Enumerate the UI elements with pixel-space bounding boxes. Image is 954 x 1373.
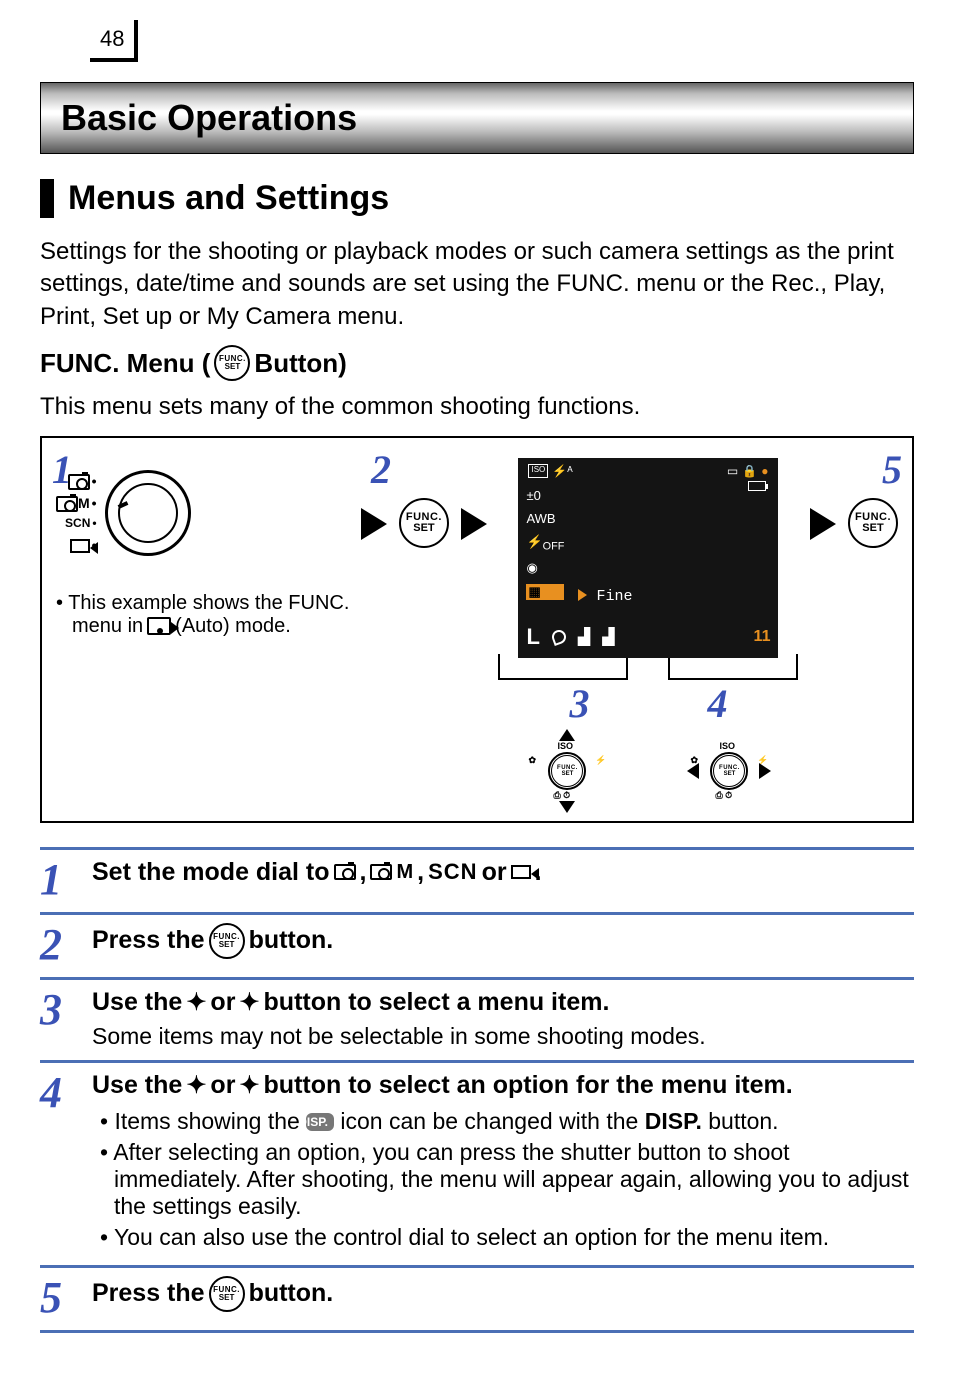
step-4-bullet-2: After selecting an option, you can press… — [100, 1139, 914, 1220]
section-title: Menus and Settings — [40, 179, 914, 218]
diagram-num-5: 5 — [882, 446, 902, 493]
lcd-wb: AWB — [526, 511, 564, 526]
diagram-num-2: 2 — [371, 446, 391, 493]
down-arrow-icon: ✦ — [239, 988, 259, 1017]
step-2: 2 Press the FUNC.SET button. — [40, 912, 914, 977]
lcd-flash: ⚡OFF — [526, 534, 564, 553]
lcd-camera-icon: ● — [761, 464, 768, 478]
diagram: 1 M SCN • This example shows the FUNC. m… — [40, 436, 914, 823]
right-arrow-icon: ✦ — [239, 1071, 259, 1100]
lcd-selector-icon — [578, 589, 587, 601]
left-arrow-icon: ✦ — [186, 1071, 206, 1100]
diagram-note: • This example shows the FUNC. menu in (… — [56, 592, 349, 638]
lcd-flash-icon: ⚡ᴬ — [552, 464, 572, 478]
step-1: 1 Set the mode dial to , M , SCN or . — [40, 847, 914, 912]
nav-pad-horizontal: ISO ✿ FUNC.SET ⚡ ⎙ ⏱ — [693, 735, 765, 807]
func-set-icon: FUNC.SET — [848, 498, 898, 548]
movie-icon — [511, 865, 531, 879]
lcd-orientation-icon: ▭ — [727, 464, 738, 478]
arrow-icon — [810, 508, 836, 540]
lcd-size: L — [526, 624, 539, 650]
mode-dial-icon — [105, 470, 191, 556]
step-4: 4 Use the ✦ or ✦ button to select an opt… — [40, 1060, 914, 1265]
step-number: 4 — [40, 1071, 84, 1255]
sub-suffix: Button) — [254, 348, 346, 379]
diagram-num-3: 3 — [569, 680, 589, 727]
main-title: Basic Operations — [40, 82, 914, 154]
func-set-icon: FUNC.SET — [209, 923, 245, 959]
diagram-num-4: 4 — [707, 680, 727, 727]
step-number: 1 — [40, 858, 84, 902]
sub-title: FUNC. Menu ( FUNC.SET Button) — [40, 345, 914, 381]
func-set-icon: FUNC.SET — [399, 498, 449, 548]
step-number: 2 — [40, 923, 84, 967]
step-3-sub: Some items may not be selectable in some… — [92, 1023, 914, 1050]
lcd-fine-label: Fine — [596, 588, 632, 605]
intro-paragraph: Settings for the shooting or playback mo… — [40, 236, 914, 333]
lcd-exposure: ±0 — [526, 488, 564, 503]
lcd-stairs-icon: ▟ — [602, 627, 614, 647]
lcd-stairs-icon: ▟ — [578, 627, 590, 647]
lcd-metering: ◉ — [526, 560, 564, 576]
lcd-battery-icon — [748, 481, 766, 491]
camera-auto-icon — [334, 864, 356, 880]
page-number: 48 — [90, 20, 138, 62]
func-set-icon: FUNC.SET — [214, 345, 250, 381]
nav-pad-vertical: ISO ✿ FUNC.SET ⚡ ⎙ ⏱ — [531, 735, 603, 807]
step-5: 5 Press the FUNC.SET button. — [40, 1265, 914, 1330]
lcd-quality-selected: ▦ — [526, 584, 564, 600]
disp-icon: DISP. — [306, 1113, 334, 1131]
lcd-preview: ISO ⚡ᴬ ▭ 🔒 ● ±0 AWB ⚡OFF ◉ ▦ — [518, 458, 778, 658]
lcd-curve-icon — [550, 628, 568, 646]
auto-mode-icon — [147, 617, 171, 635]
step-number: 5 — [40, 1276, 84, 1320]
arrow-icon — [361, 508, 387, 540]
scn-icon: SCN — [428, 859, 477, 885]
lcd-lock-icon: 🔒 — [742, 464, 757, 478]
up-arrow-icon: ✦ — [186, 988, 206, 1017]
sub-description: This menu sets many of the common shooti… — [40, 391, 914, 423]
lcd-iso-icon: ISO — [528, 464, 548, 478]
lcd-count: 11 — [754, 628, 771, 646]
func-set-icon: FUNC.SET — [209, 1276, 245, 1312]
step-3: 3 Use the ✦ or ✦ button to select a menu… — [40, 977, 914, 1060]
step-number: 3 — [40, 988, 84, 1050]
camera-manual-icon — [370, 864, 392, 880]
steps-list: 1 Set the mode dial to , M , SCN or . 2 … — [40, 847, 914, 1333]
arrow-icon — [461, 508, 487, 540]
sub-prefix: FUNC. Menu ( — [40, 348, 210, 379]
step-4-bullet-3: You can also use the control dial to sel… — [100, 1224, 914, 1251]
step-4-bullet-1: Items showing the DISP. icon can be chan… — [100, 1108, 914, 1135]
